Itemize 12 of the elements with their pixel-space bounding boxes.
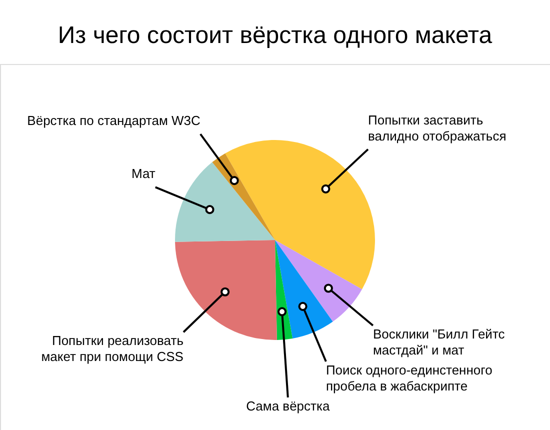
slice-label: Попытки реализовать макет при помощи CSS <box>41 333 184 364</box>
pie-slice <box>275 240 333 338</box>
pie-slice <box>175 240 277 340</box>
slice-label: Вёрстка по стандартам W3C <box>27 113 200 128</box>
slice-label: Поиск одного-единстенного пробела в жабаскрипте <box>326 362 492 394</box>
pie-slice <box>275 240 362 322</box>
slice-label: Попытки заставить валидно отображаться <box>368 112 506 144</box>
slice-label: Восклики "Билл Гейтс мастдай" и мат <box>372 326 506 358</box>
slice-label: Мат <box>131 166 156 182</box>
chart-title: Из чего состоит вёрстка одного макета <box>58 22 493 49</box>
pie-slice <box>175 162 275 242</box>
slice-label: Сама вёрстка <box>246 398 330 414</box>
